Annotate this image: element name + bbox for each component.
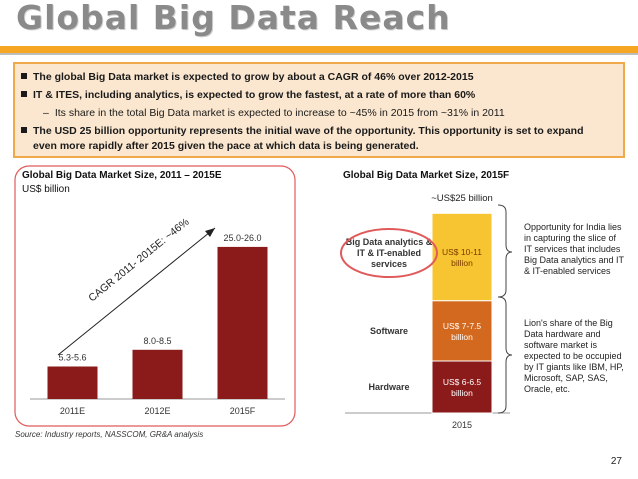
- key-points-box: The global Big Data market is expected t…: [13, 62, 625, 158]
- tick-label: 2012E: [144, 406, 170, 416]
- india-opportunity-note: Opportunity for India lies in capturing …: [524, 222, 624, 276]
- legend-label: Software: [370, 326, 408, 336]
- bar-2012E: [132, 349, 183, 399]
- bullet-2-text: IT & ITES, including analytics, is expec…: [33, 89, 476, 101]
- bullet-3-continued: even more rapidly after 2015 given the p…: [33, 140, 419, 152]
- bullet-1-text: The global Big Data market is expected t…: [33, 71, 474, 83]
- page-title: Global Big Data Reach: [16, 0, 451, 37]
- segment-2: [431, 212, 493, 302]
- title-underline-accent: [0, 46, 638, 53]
- legend-label: services: [371, 259, 407, 269]
- segment-value-label: US$ 10-11: [442, 247, 482, 257]
- segment-value-label: billion: [451, 332, 473, 342]
- cagr-arrow-head-icon: [205, 228, 215, 237]
- data-label: 5.3-5.6: [58, 352, 86, 362]
- segment-value-label: US$ 6-6.5: [443, 377, 482, 387]
- bullet-1: The global Big Data market is expected t…: [21, 70, 474, 84]
- data-label: 8.0-8.5: [143, 336, 171, 346]
- bullet-2: IT & ITES, including analytics, is expec…: [21, 88, 475, 102]
- bullet-square-icon: [21, 73, 27, 80]
- tick-label: 2011E: [60, 406, 85, 416]
- source-note: Source: Industry reports, NASSCOM, GR&A …: [15, 430, 204, 439]
- left-chart-frame: [14, 165, 296, 427]
- page-number: 27: [610, 456, 622, 467]
- bullet-3: The USD 25 billion opportunity represent…: [21, 124, 584, 138]
- left-chart-subtitle: US$ billion: [22, 184, 70, 195]
- right-chart-title: Global Big Data Market Size, 2015F: [343, 170, 510, 181]
- bullet-square-icon: [21, 127, 27, 134]
- data-label: 25.0-26.0: [223, 233, 261, 243]
- legend-label: Hardware: [368, 382, 409, 392]
- bar-2015F: [217, 246, 268, 399]
- highlight-ellipse: [340, 228, 438, 278]
- dash-icon: –: [43, 107, 49, 119]
- segment-value-label: billion: [451, 258, 473, 268]
- sub-bullet-1: – Its share in the total Big Data market …: [43, 106, 505, 120]
- segment-value-label: US$ 7-7.5: [443, 321, 482, 331]
- left-chart-title: Global Big Data Market Size, 2011 – 2015…: [22, 170, 222, 181]
- bullet-square-icon: [21, 91, 27, 98]
- total-label: ~US$25 billion: [431, 193, 493, 204]
- segment-0: [431, 360, 493, 414]
- cagr-arrow-line: [57, 227, 216, 356]
- title-underline-shadow: [0, 53, 638, 55]
- legend-label: Big Data analytics &: [346, 237, 433, 247]
- segment-1: [431, 300, 493, 362]
- it-giants-note: Lion's share of the Big Data hardware an…: [524, 318, 624, 394]
- segment-value-label: billion: [451, 388, 473, 398]
- sub-bullet-1-text: Its share in the total Big Data market i…: [54, 107, 505, 119]
- bullet-3-text: The USD 25 billion opportunity represent…: [33, 125, 584, 137]
- brace-hw-sw: [497, 296, 513, 414]
- legend-label: IT & IT-enabled: [357, 248, 421, 258]
- bar-2011E: [47, 366, 98, 399]
- tick-label: 2015F: [230, 406, 256, 416]
- tick-label: 2015: [452, 420, 472, 430]
- brace-analytics: [497, 204, 513, 298]
